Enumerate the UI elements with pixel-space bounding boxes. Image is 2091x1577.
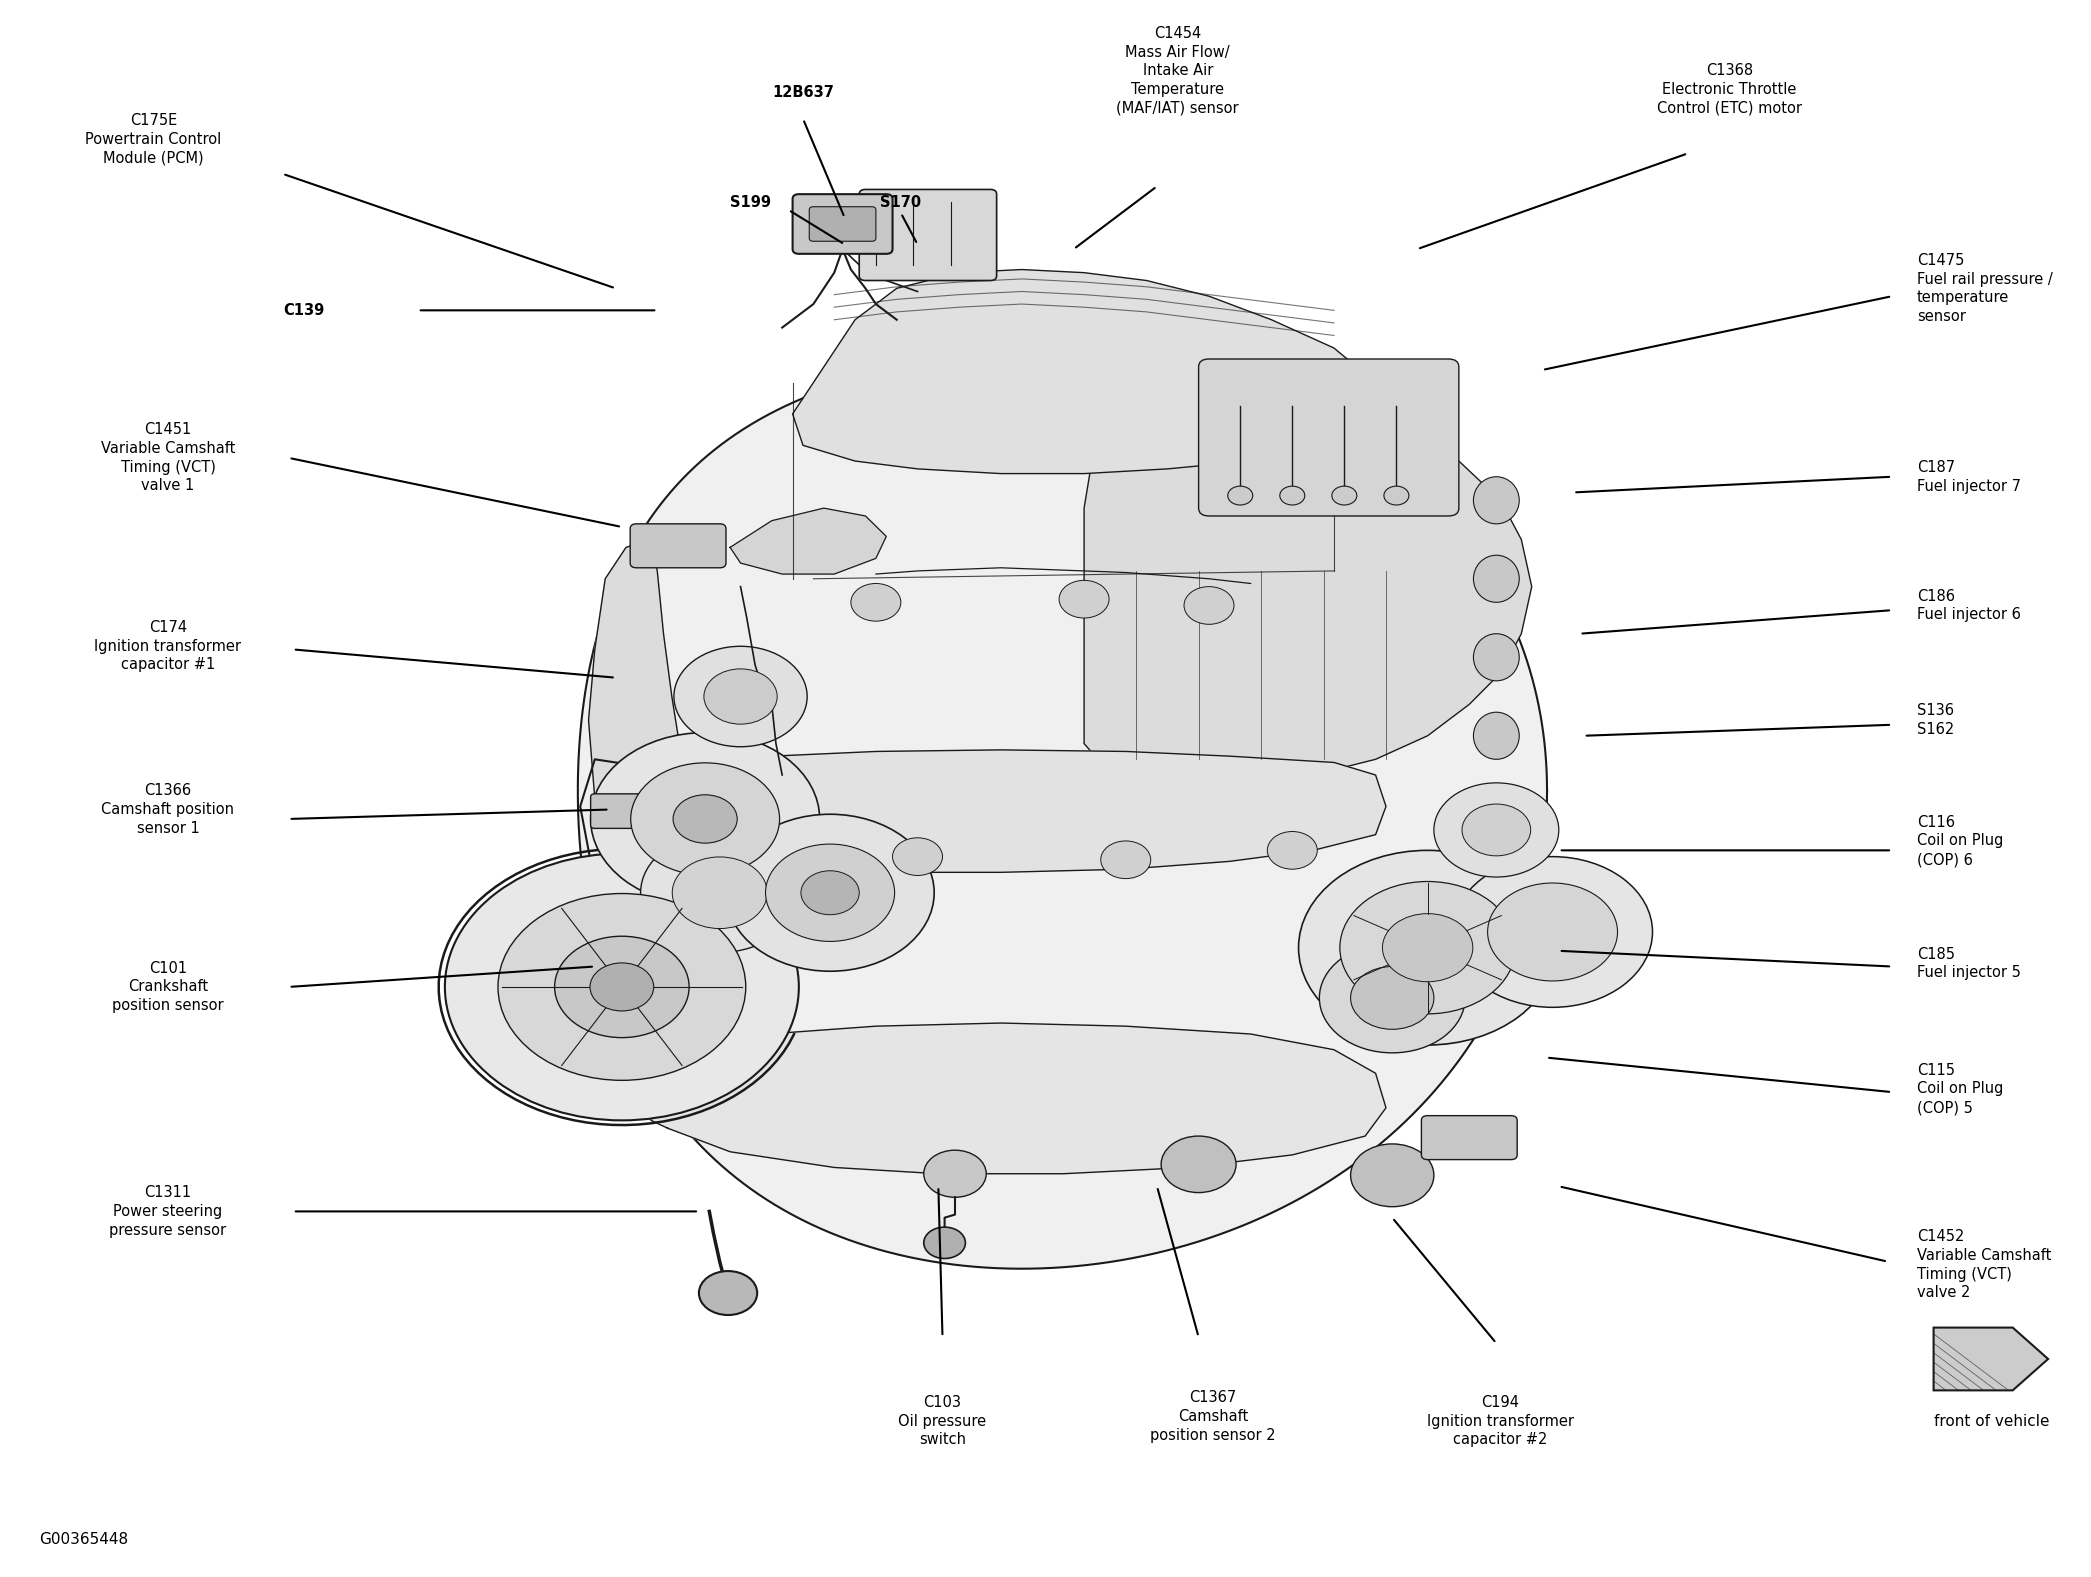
Circle shape (893, 837, 943, 875)
Text: C1311
Power steering
pressure sensor: C1311 Power steering pressure sensor (109, 1186, 226, 1238)
Text: G00365448: G00365448 (40, 1533, 128, 1547)
Circle shape (1319, 943, 1466, 1053)
FancyBboxPatch shape (1198, 360, 1460, 516)
Circle shape (1060, 580, 1108, 618)
Polygon shape (588, 539, 684, 861)
Circle shape (673, 647, 807, 747)
Text: C1367
Camshaft
position sensor 2: C1367 Camshaft position sensor 2 (1150, 1391, 1276, 1443)
Text: C194
Ignition transformer
capacitor #2: C194 Ignition transformer capacitor #2 (1426, 1396, 1575, 1448)
Text: C1451
Variable Camshaft
Timing (VCT)
valve 1: C1451 Variable Camshaft Timing (VCT) val… (100, 423, 234, 494)
Text: C175E
Powertrain Control
Module (PCM): C175E Powertrain Control Module (PCM) (86, 114, 222, 166)
Ellipse shape (1474, 555, 1520, 602)
Circle shape (1267, 831, 1317, 869)
Circle shape (1384, 486, 1409, 505)
Polygon shape (642, 1023, 1386, 1173)
Text: front of vehicle: front of vehicle (1934, 1415, 2049, 1429)
FancyBboxPatch shape (859, 189, 997, 281)
Circle shape (590, 733, 820, 905)
Circle shape (924, 1150, 987, 1197)
Circle shape (640, 833, 799, 953)
Ellipse shape (1474, 634, 1520, 681)
Polygon shape (577, 358, 1547, 1269)
Text: C1452
Variable Camshaft
Timing (VCT)
valve 2: C1452 Variable Camshaft Timing (VCT) val… (1917, 1230, 2051, 1299)
Polygon shape (1083, 383, 1533, 782)
Text: C101
Crankshaft
position sensor: C101 Crankshaft position sensor (113, 960, 224, 1012)
Circle shape (726, 814, 935, 971)
Polygon shape (621, 751, 1386, 872)
Circle shape (1340, 882, 1516, 1014)
Text: S199: S199 (730, 194, 772, 210)
FancyBboxPatch shape (590, 793, 657, 828)
Circle shape (445, 853, 799, 1120)
Text: C1368
Electronic Throttle
Control (ETC) motor: C1368 Electronic Throttle Control (ETC) … (1656, 63, 1802, 115)
Circle shape (673, 795, 738, 844)
Text: 12B637: 12B637 (772, 85, 834, 99)
Circle shape (1227, 486, 1253, 505)
Circle shape (1462, 804, 1531, 856)
FancyBboxPatch shape (629, 524, 726, 568)
Circle shape (1161, 1135, 1236, 1192)
Text: C103
Oil pressure
switch: C103 Oil pressure switch (899, 1396, 987, 1448)
Circle shape (554, 937, 690, 1038)
Polygon shape (792, 270, 1376, 473)
Circle shape (765, 844, 895, 941)
Text: S136
S162: S136 S162 (1917, 703, 1955, 736)
Ellipse shape (1474, 713, 1520, 759)
Polygon shape (730, 508, 887, 574)
Text: S170: S170 (880, 194, 922, 210)
Circle shape (924, 1227, 966, 1258)
Circle shape (671, 856, 767, 929)
FancyBboxPatch shape (1422, 1115, 1518, 1159)
Text: C1454
Mass Air Flow/
Intake Air
Temperature
(MAF/IAT) sensor: C1454 Mass Air Flow/ Intake Air Temperat… (1117, 27, 1240, 115)
FancyBboxPatch shape (809, 207, 876, 241)
Ellipse shape (1474, 476, 1520, 524)
Text: C1366
Camshaft position
sensor 1: C1366 Camshaft position sensor 1 (102, 784, 234, 836)
Circle shape (1100, 841, 1150, 878)
Circle shape (801, 871, 859, 915)
Circle shape (1434, 782, 1558, 877)
Text: C174
Ignition transformer
capacitor #1: C174 Ignition transformer capacitor #1 (94, 620, 240, 672)
FancyBboxPatch shape (792, 194, 893, 254)
Text: C115
Coil on Plug
(COP) 5: C115 Coil on Plug (COP) 5 (1917, 1063, 2003, 1115)
Text: C187
Fuel injector 7: C187 Fuel injector 7 (1917, 460, 2020, 494)
Circle shape (631, 763, 780, 875)
Circle shape (698, 1271, 757, 1315)
Text: C186
Fuel injector 6: C186 Fuel injector 6 (1917, 588, 2020, 623)
Circle shape (1299, 850, 1556, 1046)
Circle shape (1280, 486, 1305, 505)
Circle shape (1453, 856, 1652, 1008)
Text: C139: C139 (282, 303, 324, 319)
Text: C116
Coil on Plug
(COP) 6: C116 Coil on Plug (COP) 6 (1917, 815, 2003, 867)
Circle shape (498, 894, 746, 1080)
Circle shape (1382, 913, 1472, 982)
Circle shape (1184, 587, 1234, 624)
Circle shape (851, 583, 901, 621)
Circle shape (705, 669, 778, 724)
Circle shape (590, 964, 654, 1011)
Text: C1475
Fuel rail pressure /
temperature
sensor: C1475 Fuel rail pressure / temperature s… (1917, 252, 2053, 323)
Circle shape (1351, 1143, 1434, 1206)
Circle shape (1487, 883, 1618, 981)
Polygon shape (1934, 1328, 2047, 1391)
Text: C185
Fuel injector 5: C185 Fuel injector 5 (1917, 946, 2020, 981)
Circle shape (1351, 967, 1434, 1030)
Circle shape (1332, 486, 1357, 505)
